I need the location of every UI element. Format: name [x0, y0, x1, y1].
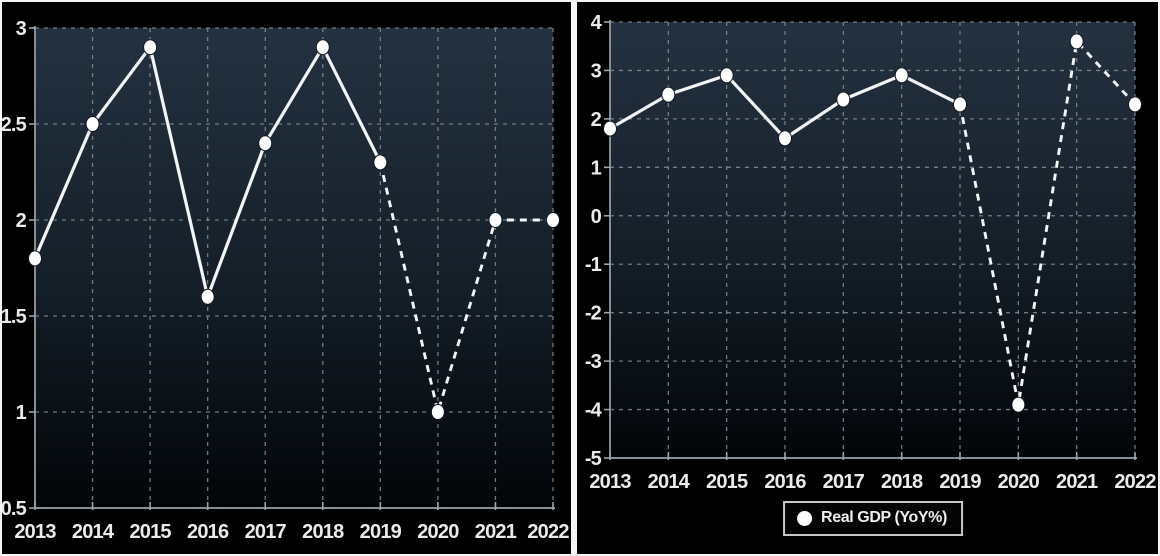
svg-text:-2: -2	[585, 303, 602, 325]
legend-circle-marker-icon	[797, 510, 813, 526]
svg-text:2: 2	[591, 109, 602, 131]
svg-text:2019: 2019	[939, 471, 981, 493]
svg-text:2014: 2014	[72, 521, 115, 543]
svg-text:2021: 2021	[475, 521, 517, 543]
svg-text:2017: 2017	[823, 471, 865, 493]
left-panel: 0.5 1 1.5 2 2.5 3 2013 2014 2015 2016 2017 2018 2019…	[2, 2, 571, 554]
right-gdp-line-chart: -5 -4 -3 -2 -1 0 1 2 3 4 2013 2014 2015 2016 2017 2018 2…	[585, 12, 1157, 493]
svg-text:2018: 2018	[302, 521, 344, 543]
svg-text:2: 2	[16, 210, 27, 232]
svg-text:0.5: 0.5	[2, 498, 27, 520]
svg-text:2.5: 2.5	[2, 114, 27, 136]
legend-label: Real GDP (YoY%)	[821, 509, 947, 526]
svg-text:2019: 2019	[360, 521, 402, 543]
legend: Real GDP (YoY%)	[783, 501, 963, 536]
svg-text:2020: 2020	[417, 521, 459, 543]
svg-text:-5: -5	[585, 448, 602, 470]
svg-text:0: 0	[591, 206, 602, 228]
svg-text:2017: 2017	[245, 521, 287, 543]
svg-text:1.5: 1.5	[2, 306, 27, 328]
svg-text:2020: 2020	[998, 471, 1040, 493]
svg-text:2022: 2022	[1114, 471, 1156, 493]
svg-text:2016: 2016	[187, 521, 229, 543]
svg-text:2013: 2013	[14, 521, 56, 543]
svg-text:1: 1	[591, 157, 602, 179]
svg-text:-3: -3	[585, 351, 602, 373]
svg-text:2016: 2016	[764, 471, 806, 493]
svg-text:3: 3	[16, 18, 27, 40]
svg-text:2015: 2015	[129, 521, 171, 543]
svg-text:3: 3	[591, 60, 602, 82]
svg-text:2022: 2022	[527, 521, 569, 543]
svg-text:2018: 2018	[881, 471, 923, 493]
svg-text:2014: 2014	[648, 471, 691, 493]
svg-text:2015: 2015	[706, 471, 748, 493]
right-panel: -5 -4 -3 -2 -1 0 1 2 3 4 2013 2014 2015 2016 2017 2018 2…	[577, 2, 1158, 554]
svg-text:-4: -4	[585, 400, 603, 422]
svg-text:4: 4	[591, 12, 603, 34]
svg-text:1: 1	[16, 402, 27, 424]
svg-text:2013: 2013	[589, 471, 631, 493]
panel-divider	[571, 2, 577, 554]
svg-text:-1: -1	[585, 254, 602, 276]
left-gdp-line-chart: 0.5 1 1.5 2 2.5 3 2013 2014 2015 2016 2017 2018 2019…	[2, 18, 570, 543]
svg-text:2021: 2021	[1056, 471, 1098, 493]
